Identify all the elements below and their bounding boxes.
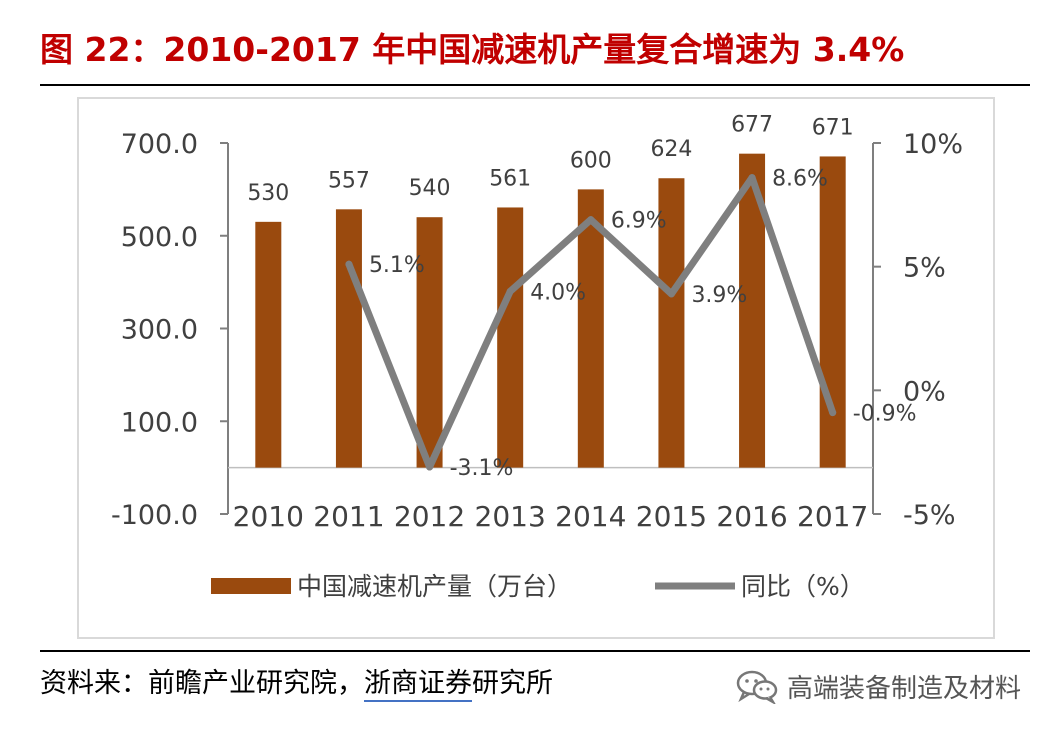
x-tick-label: 2010: [233, 500, 304, 533]
line-point: [345, 260, 353, 268]
x-tick-label: 2016: [716, 500, 787, 533]
line-point: [829, 409, 837, 417]
x-tick-label: 2013: [475, 500, 546, 533]
y-left-tick-label: 300.0: [121, 315, 198, 346]
brand-name: 高端装备制造及材料: [787, 673, 1022, 704]
x-tick-label: 2011: [313, 500, 384, 533]
line-data-label: 8.6%: [772, 167, 828, 192]
bar-data-label: 677: [731, 113, 773, 138]
line-point: [506, 287, 514, 295]
brand-watermark: 高端装备制造及材料: [735, 666, 1021, 706]
source-prefix: 资料来：前瞻产业研究院，: [40, 668, 364, 699]
y-left-tick-label: 500.0: [121, 222, 198, 253]
bar-data-label: 530: [247, 181, 289, 206]
bar-data-label: 540: [409, 176, 451, 201]
bar: [577, 189, 604, 468]
legend-label-line: 同比（%）: [741, 572, 865, 601]
legend-label-bar: 中国减速机产量（万台）: [297, 572, 572, 601]
y-right-tick-label: 5%: [903, 253, 946, 284]
source-link[interactable]: 浙商证券: [364, 668, 472, 702]
x-tick-label: 2012: [394, 500, 465, 533]
x-tick-label: 2014: [555, 500, 626, 533]
bar: [416, 217, 443, 468]
legend-swatch-bar: [211, 578, 291, 594]
bar-data-label: 557: [328, 168, 370, 193]
x-tick-label: 2017: [797, 500, 868, 533]
bar: [497, 207, 524, 468]
bar: [255, 221, 282, 468]
bar-data-label: 624: [650, 137, 692, 162]
bar: [819, 156, 846, 468]
bar: [335, 209, 362, 468]
bar: [658, 178, 685, 468]
line-data-label: 3.9%: [691, 283, 747, 308]
y-left-tick-label: 700.0: [121, 129, 198, 160]
title-divider: [40, 84, 1030, 86]
line-point: [667, 290, 675, 298]
bar-data-label: 600: [570, 148, 612, 173]
y-left-tick-label: -100.0: [111, 500, 198, 531]
wechat-icon: [736, 670, 778, 704]
line-data-label: 4.0%: [530, 280, 586, 305]
combo-chart: 700.0 500.0 300.0 100.0 -100.0 10% 5% 0% -5% 2010…: [111, 113, 963, 601]
y-left-tick-label: 100.0: [121, 407, 198, 438]
line-data-label: 6.9%: [611, 209, 667, 234]
y-right-tick-label: -5%: [903, 500, 956, 531]
bar-data-label: 671: [812, 115, 854, 140]
line-point: [587, 216, 595, 224]
line-point: [748, 174, 756, 182]
line-point: [426, 463, 434, 471]
source-suffix: 研究所: [472, 668, 553, 699]
x-tick-label: 2015: [636, 500, 707, 533]
line-data-label: -0.9%: [853, 402, 917, 427]
chart-frame: [77, 97, 995, 639]
figure-title: 图 22：2010-2017 年中国减速机产量复合增速为 3.4%: [40, 30, 905, 69]
line-data-label: 5.1%: [369, 253, 425, 278]
y-right-tick-label: 0%: [903, 376, 946, 407]
source-divider: [40, 650, 1030, 652]
line-data-label: -3.1%: [450, 456, 514, 481]
source-note: 资料来：前瞻产业研究院，浙商证券研究所: [40, 664, 553, 704]
y-right-tick-label: 10%: [903, 129, 963, 160]
bar-data-label: 561: [489, 166, 531, 191]
